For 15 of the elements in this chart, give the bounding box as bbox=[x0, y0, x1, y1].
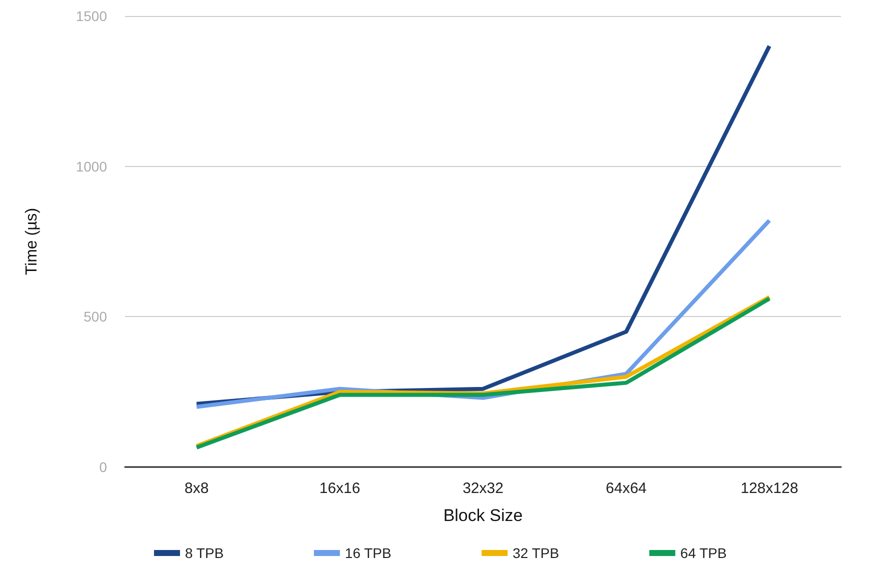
y-axis-title: Time (µs) bbox=[24, 208, 40, 276]
legend-label: 8 TPB bbox=[185, 545, 224, 561]
y-tick-label: 500 bbox=[84, 308, 108, 325]
y-tick-label: 1000 bbox=[76, 158, 108, 174]
x-tick-label: 8x8 bbox=[184, 480, 209, 497]
x-tick-label: 64x64 bbox=[606, 480, 647, 497]
x-tick-label: 32x32 bbox=[462, 480, 504, 497]
legend-label: 16 TPB bbox=[344, 545, 392, 561]
legend-label: 64 TPB bbox=[680, 545, 727, 561]
y-tick-label: 0 bbox=[99, 459, 108, 475]
legend-label: 32 TPB bbox=[512, 545, 560, 561]
x-tick-label: 16x16 bbox=[319, 480, 360, 497]
x-tick-label: 128x128 bbox=[740, 480, 798, 497]
y-tick-label: 1500 bbox=[76, 8, 108, 24]
x-axis-title: Block Size bbox=[443, 506, 523, 525]
